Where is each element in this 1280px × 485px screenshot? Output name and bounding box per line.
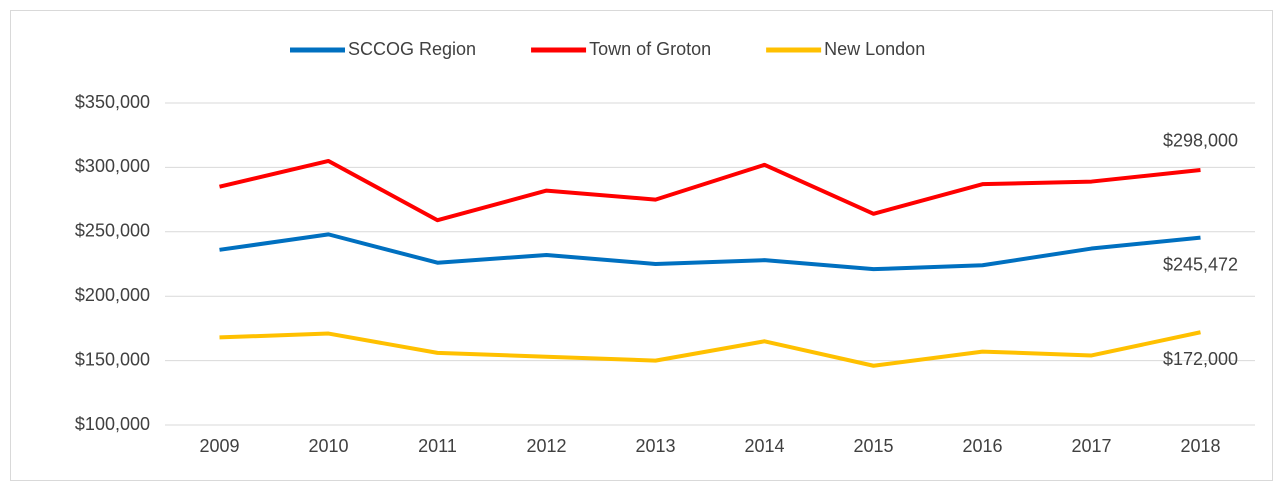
- x-tick-label: 2014: [744, 436, 784, 456]
- y-tick-label: $150,000: [75, 349, 150, 369]
- x-tick-label: 2012: [526, 436, 566, 456]
- x-tick-label: 2010: [308, 436, 348, 456]
- data-label: $298,000: [1163, 131, 1238, 151]
- x-tick-label: 2015: [853, 436, 893, 456]
- x-tick-label: 2011: [418, 436, 457, 456]
- legend-label: Town of Groton: [589, 39, 711, 59]
- y-tick-label: $350,000: [75, 92, 150, 112]
- x-tick-label: 2016: [962, 436, 1002, 456]
- y-tick-label: $200,000: [75, 285, 150, 305]
- data-label: $245,472: [1163, 254, 1238, 274]
- legend-label: New London: [824, 39, 925, 59]
- x-tick-label: 2009: [199, 436, 239, 456]
- data-label: $172,000: [1163, 349, 1238, 369]
- x-tick-label: 2013: [635, 436, 675, 456]
- series-line: [219, 232, 1201, 272]
- y-tick-label: $100,000: [75, 414, 150, 434]
- y-tick-label: $300,000: [75, 156, 150, 176]
- x-tick-label: 2018: [1180, 436, 1220, 456]
- y-tick-label: $250,000: [75, 221, 150, 241]
- x-tick-label: 2017: [1071, 436, 1111, 456]
- series-line: [219, 330, 1201, 368]
- chart-frame: [10, 10, 1273, 481]
- legend-label: SCCOG Region: [348, 39, 476, 59]
- series-line: [219, 158, 1201, 223]
